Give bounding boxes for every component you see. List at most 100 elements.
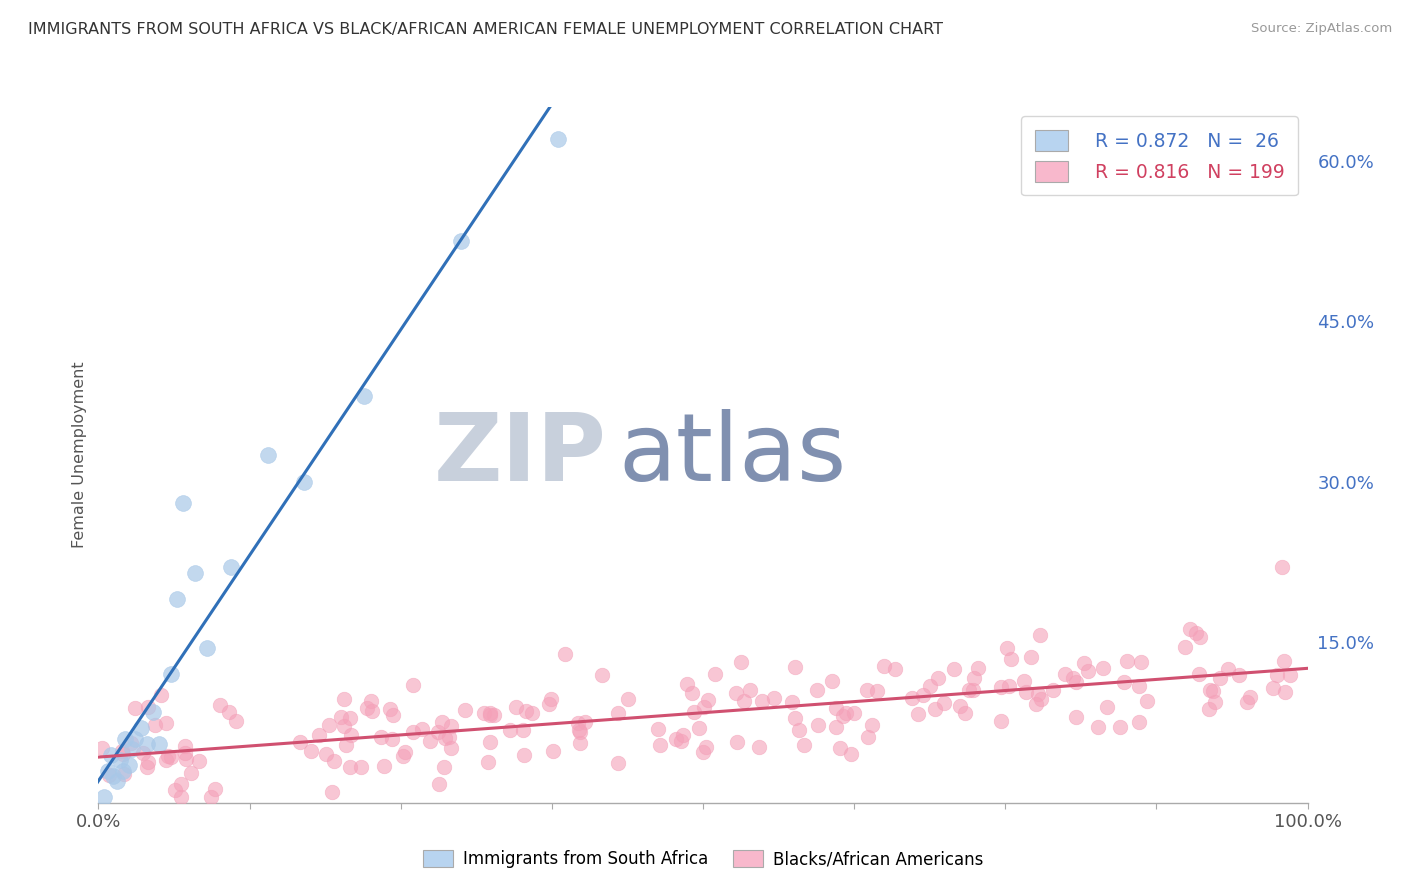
Point <box>430 714 453 729</box>
Point <box>221 560 243 574</box>
Point <box>1202 684 1225 698</box>
Point <box>204 782 226 797</box>
Point <box>172 496 194 510</box>
Point <box>1272 654 1295 668</box>
Point <box>392 748 415 763</box>
Point <box>454 703 477 717</box>
Point <box>962 682 984 697</box>
Point <box>1019 650 1042 665</box>
Point <box>1116 654 1139 668</box>
Point <box>692 745 714 759</box>
Point <box>440 741 463 756</box>
Point <box>318 717 340 731</box>
Point <box>155 753 177 767</box>
Text: atlas: atlas <box>619 409 846 501</box>
Point <box>180 765 202 780</box>
Point <box>1265 668 1288 682</box>
Point <box>111 764 134 778</box>
Point <box>884 662 907 676</box>
Point <box>370 730 392 744</box>
Point <box>450 234 472 248</box>
Point <box>920 679 942 693</box>
Point <box>225 714 247 728</box>
Point <box>697 693 720 707</box>
Point <box>825 701 848 715</box>
Point <box>1263 681 1285 695</box>
Text: ZIP: ZIP <box>433 409 606 501</box>
Point <box>1109 720 1132 734</box>
Point <box>574 714 596 729</box>
Point <box>839 747 862 761</box>
Point <box>1216 662 1239 676</box>
Point <box>1054 667 1077 681</box>
Point <box>472 706 495 720</box>
Point <box>332 691 354 706</box>
Point <box>512 723 534 738</box>
Point <box>824 720 846 734</box>
Point <box>163 782 186 797</box>
Point <box>290 735 312 749</box>
Point <box>378 702 401 716</box>
Point <box>520 706 543 721</box>
Point <box>1015 685 1038 699</box>
Point <box>569 725 592 739</box>
Point <box>740 683 762 698</box>
Point <box>360 694 382 708</box>
Point <box>132 747 155 761</box>
Point <box>1095 700 1118 714</box>
Point <box>90 740 112 755</box>
Point <box>98 768 121 782</box>
Point <box>323 754 346 768</box>
Point <box>725 735 748 749</box>
Point <box>200 790 222 805</box>
Point <box>681 686 703 700</box>
Point <box>747 739 769 754</box>
Point <box>218 705 240 719</box>
Point <box>1026 687 1049 701</box>
Point <box>1029 628 1052 642</box>
Point <box>1174 640 1197 654</box>
Point <box>676 677 699 691</box>
Point <box>136 755 159 769</box>
Point <box>427 777 450 791</box>
Point <box>170 777 193 791</box>
Point <box>540 692 562 706</box>
Point <box>547 132 569 146</box>
Point <box>1185 626 1208 640</box>
Point <box>751 694 773 708</box>
Point <box>787 723 810 737</box>
Point <box>292 475 315 489</box>
Point <box>136 760 159 774</box>
Point <box>333 718 356 732</box>
Point <box>299 744 322 758</box>
Point <box>382 708 405 723</box>
Point <box>112 747 135 761</box>
Point <box>998 679 1021 693</box>
Point <box>97 764 120 778</box>
Point <box>831 709 853 723</box>
Point <box>478 706 501 720</box>
Point <box>1012 673 1035 688</box>
Point <box>174 752 197 766</box>
Point <box>1128 715 1150 730</box>
Point <box>862 718 884 732</box>
Point <box>160 749 183 764</box>
Point <box>157 749 180 764</box>
Point <box>112 767 135 781</box>
Point <box>513 747 536 762</box>
Point <box>949 699 972 714</box>
Point <box>616 692 638 706</box>
Point <box>373 759 395 773</box>
Text: IMMIGRANTS FROM SOUTH AFRICA VS BLACK/AFRICAN AMERICAN FEMALE UNEMPLOYMENT CORRE: IMMIGRANTS FROM SOUTH AFRICA VS BLACK/AF… <box>28 22 943 37</box>
Point <box>321 785 343 799</box>
Point <box>315 747 337 761</box>
Point <box>478 735 501 749</box>
Point <box>174 739 197 753</box>
Point <box>1279 668 1302 682</box>
Point <box>111 744 134 758</box>
Point <box>149 688 172 702</box>
Point <box>785 659 807 673</box>
Point <box>437 730 460 744</box>
Point <box>844 706 866 720</box>
Point <box>361 704 384 718</box>
